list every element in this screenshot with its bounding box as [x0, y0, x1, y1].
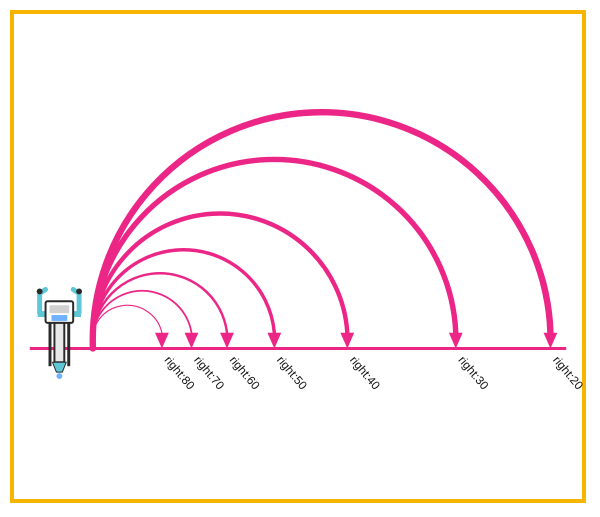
arc-label: right:50 — [274, 353, 310, 392]
arrow-head-icon — [220, 333, 234, 349]
arc-label: right:80 — [162, 353, 198, 392]
diagram-frame: right:20 right:30 right:40 right:50 right:60… — [10, 10, 586, 503]
arrow-head-icon — [267, 333, 281, 349]
arrow-head-icon — [155, 333, 169, 349]
arrow-head-icon — [185, 333, 199, 349]
arc-diagram: right:20right:30right:40right:50right:60… — [14, 14, 582, 499]
arrow-head-icon — [340, 333, 354, 349]
arc-label: right:30 — [455, 353, 491, 392]
arrow-head-icon — [544, 333, 558, 349]
arc-path — [93, 112, 551, 348]
arc-label: right:60 — [227, 353, 263, 392]
arc-label: right:70 — [191, 353, 227, 392]
arc-label: right:20 — [550, 353, 586, 392]
arc-label: right:40 — [347, 353, 383, 392]
arc-path — [93, 159, 456, 348]
arrow-head-icon — [449, 333, 463, 349]
robot-icon — [37, 288, 82, 379]
arc-group: right:30 — [93, 159, 492, 392]
